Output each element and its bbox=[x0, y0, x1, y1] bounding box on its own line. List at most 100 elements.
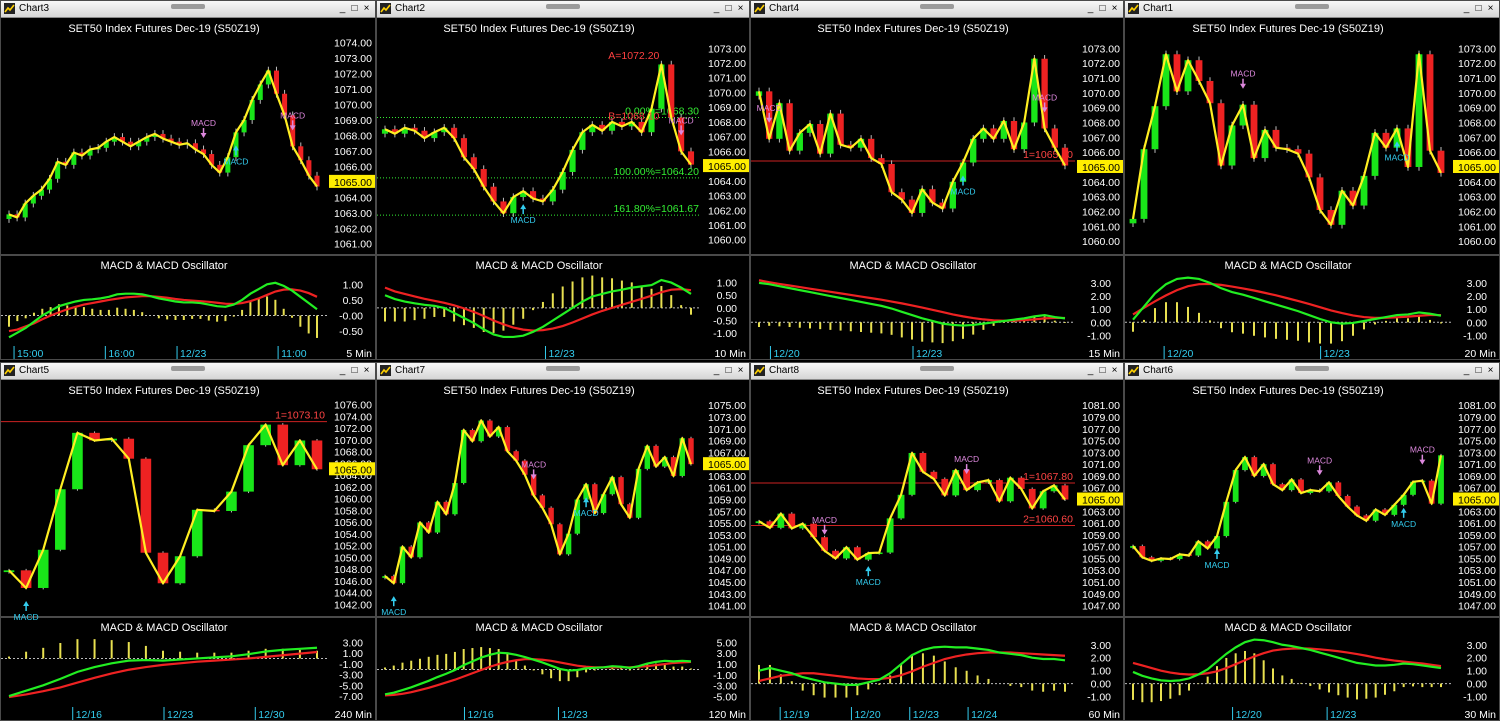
drag-handle[interactable] bbox=[546, 366, 580, 371]
chart-canvas: SET50 Index Futures Dec-19 (S50Z19) MACD … bbox=[1125, 385, 1499, 720]
window-titlebar[interactable]: Chart2 _ □ × bbox=[377, 1, 749, 18]
chart-window-chart3[interactable]: Chart3 _ □ × SET50 Index Futures Dec-19 … bbox=[0, 0, 376, 360]
drag-handle[interactable] bbox=[920, 366, 954, 371]
candle bbox=[1162, 54, 1170, 107]
price-axis-label: 1072.00 bbox=[1082, 58, 1120, 70]
macd-sell-label: MACD bbox=[812, 515, 837, 525]
candle bbox=[174, 556, 186, 584]
close-button[interactable]: × bbox=[363, 3, 370, 14]
drag-handle[interactable] bbox=[920, 4, 954, 9]
maximize-button[interactable]: □ bbox=[1099, 3, 1106, 14]
drag-handle[interactable] bbox=[1295, 366, 1329, 371]
window-titlebar[interactable]: Chart6 _ □ × bbox=[1125, 363, 1499, 380]
candle bbox=[1260, 464, 1267, 476]
drag-handle[interactable] bbox=[171, 366, 205, 371]
macd-line bbox=[384, 651, 692, 696]
price-axis-label: 1071.00 bbox=[334, 84, 372, 96]
oscillator-axis-label: -3.00 bbox=[713, 681, 737, 693]
maximize-button[interactable]: □ bbox=[351, 3, 358, 14]
candle bbox=[192, 143, 198, 150]
candle bbox=[688, 438, 694, 465]
price-axis-label: 1077.00 bbox=[1458, 424, 1496, 436]
candle bbox=[1061, 147, 1069, 166]
minimize-button[interactable]: _ bbox=[1087, 3, 1094, 14]
close-button[interactable]: × bbox=[1111, 365, 1118, 376]
chart-window-chart4[interactable]: Chart4 _ □ × SET50 Index Futures Dec-19 … bbox=[750, 0, 1124, 360]
candle bbox=[55, 489, 66, 550]
chart-window-chart6[interactable]: Chart6 _ □ × SET50 Index Futures Dec-19 … bbox=[1124, 362, 1500, 721]
price-axis-label: 1067.00 bbox=[1082, 132, 1120, 144]
candle bbox=[908, 452, 916, 495]
candle bbox=[868, 138, 875, 159]
candle bbox=[144, 137, 150, 142]
price-axis-label: 1071.00 bbox=[1082, 459, 1120, 471]
oscillator-axis-label: 1.00 bbox=[1467, 304, 1488, 316]
chart-window-chart7[interactable]: Chart7 _ □ × SET50 Index Futures Dec-19 … bbox=[376, 362, 750, 721]
minimize-button[interactable]: _ bbox=[1463, 365, 1470, 376]
candle bbox=[1158, 558, 1164, 561]
chart-window-chart8[interactable]: Chart8 _ □ × SET50 Index Futures Dec-19 … bbox=[750, 362, 1124, 721]
candle bbox=[1021, 122, 1028, 150]
price-axis-label: 1045.00 bbox=[708, 577, 746, 589]
maximize-button[interactable]: □ bbox=[1099, 365, 1106, 376]
close-button[interactable]: × bbox=[737, 3, 744, 14]
chart-window-chart5[interactable]: Chart5 _ □ × SET50 Index Futures Dec-19 … bbox=[0, 362, 376, 721]
drag-handle[interactable] bbox=[546, 4, 580, 9]
price-axis-label: 1069.00 bbox=[1458, 103, 1496, 115]
window-titlebar[interactable]: Chart1 _ □ × bbox=[1125, 1, 1499, 18]
close-button[interactable]: × bbox=[1487, 3, 1494, 14]
candle bbox=[1151, 106, 1159, 150]
candle bbox=[990, 128, 997, 139]
price-axis-label: 1072.00 bbox=[708, 58, 746, 70]
minimize-button[interactable]: _ bbox=[713, 365, 720, 376]
chart-window-chart2[interactable]: Chart2 _ □ × SET50 Index Futures Dec-19 … bbox=[376, 0, 750, 360]
candle bbox=[1173, 54, 1181, 92]
price-axis-label: 1062.00 bbox=[334, 223, 372, 235]
window-titlebar[interactable]: Chart7 _ □ × bbox=[377, 363, 749, 380]
close-button[interactable]: × bbox=[737, 365, 744, 376]
candle bbox=[898, 192, 905, 200]
close-button[interactable]: × bbox=[1111, 3, 1118, 14]
candle bbox=[391, 129, 398, 134]
maximize-button[interactable]: □ bbox=[725, 3, 732, 14]
price-axis-label: 1068.00 bbox=[1458, 117, 1496, 129]
candle bbox=[1010, 121, 1018, 150]
window-titlebar[interactable]: Chart8 _ □ × bbox=[751, 363, 1123, 380]
minimize-button[interactable]: _ bbox=[713, 3, 720, 14]
macd-sell-label: MACD bbox=[1032, 92, 1057, 102]
minimize-button[interactable]: _ bbox=[339, 365, 346, 376]
candle bbox=[941, 478, 949, 496]
minimize-button[interactable]: _ bbox=[1087, 365, 1094, 376]
last-price-tag bbox=[703, 159, 749, 173]
macd-line bbox=[8, 646, 318, 698]
maximize-button[interactable]: □ bbox=[1475, 365, 1482, 376]
oscillator-axis-label: -7.00 bbox=[339, 691, 363, 703]
maximize-button[interactable]: □ bbox=[725, 365, 732, 376]
price-axis-label: 1048.00 bbox=[334, 564, 372, 576]
window-titlebar[interactable]: Chart4 _ □ × bbox=[751, 1, 1123, 18]
minimize-button[interactable]: _ bbox=[339, 3, 346, 14]
drag-handle[interactable] bbox=[171, 4, 205, 9]
minimize-button[interactable]: _ bbox=[1463, 3, 1470, 14]
maximize-button[interactable]: □ bbox=[1475, 3, 1482, 14]
oscillator-axis-label: -5.00 bbox=[339, 680, 363, 692]
interval-label: 60 Min bbox=[1088, 709, 1120, 721]
candle bbox=[1061, 485, 1069, 500]
close-button[interactable]: × bbox=[1487, 365, 1494, 376]
drag-handle[interactable] bbox=[1295, 4, 1329, 9]
maximize-button[interactable]: □ bbox=[351, 365, 358, 376]
price-axis-label: 1060.00 bbox=[708, 235, 746, 247]
chart-window-chart1[interactable]: Chart1 _ □ × SET50 Index Futures Dec-19 … bbox=[1124, 0, 1500, 360]
close-button[interactable]: × bbox=[363, 365, 370, 376]
price-line bbox=[8, 69, 318, 219]
macd-line bbox=[1132, 276, 1442, 325]
candle bbox=[1404, 128, 1412, 167]
window-titlebar[interactable]: Chart3 _ □ × bbox=[1, 1, 375, 18]
candle bbox=[176, 141, 182, 145]
candle bbox=[539, 495, 546, 508]
chart-canvas: SET50 Index Futures Dec-19 (S50Z19) MACD … bbox=[1, 385, 375, 720]
window-titlebar[interactable]: Chart5 _ □ × bbox=[1, 363, 375, 380]
candle bbox=[1129, 218, 1137, 224]
price-axis-label: 1069.00 bbox=[708, 436, 746, 448]
macd-buy-arrow-icon bbox=[1214, 549, 1220, 555]
